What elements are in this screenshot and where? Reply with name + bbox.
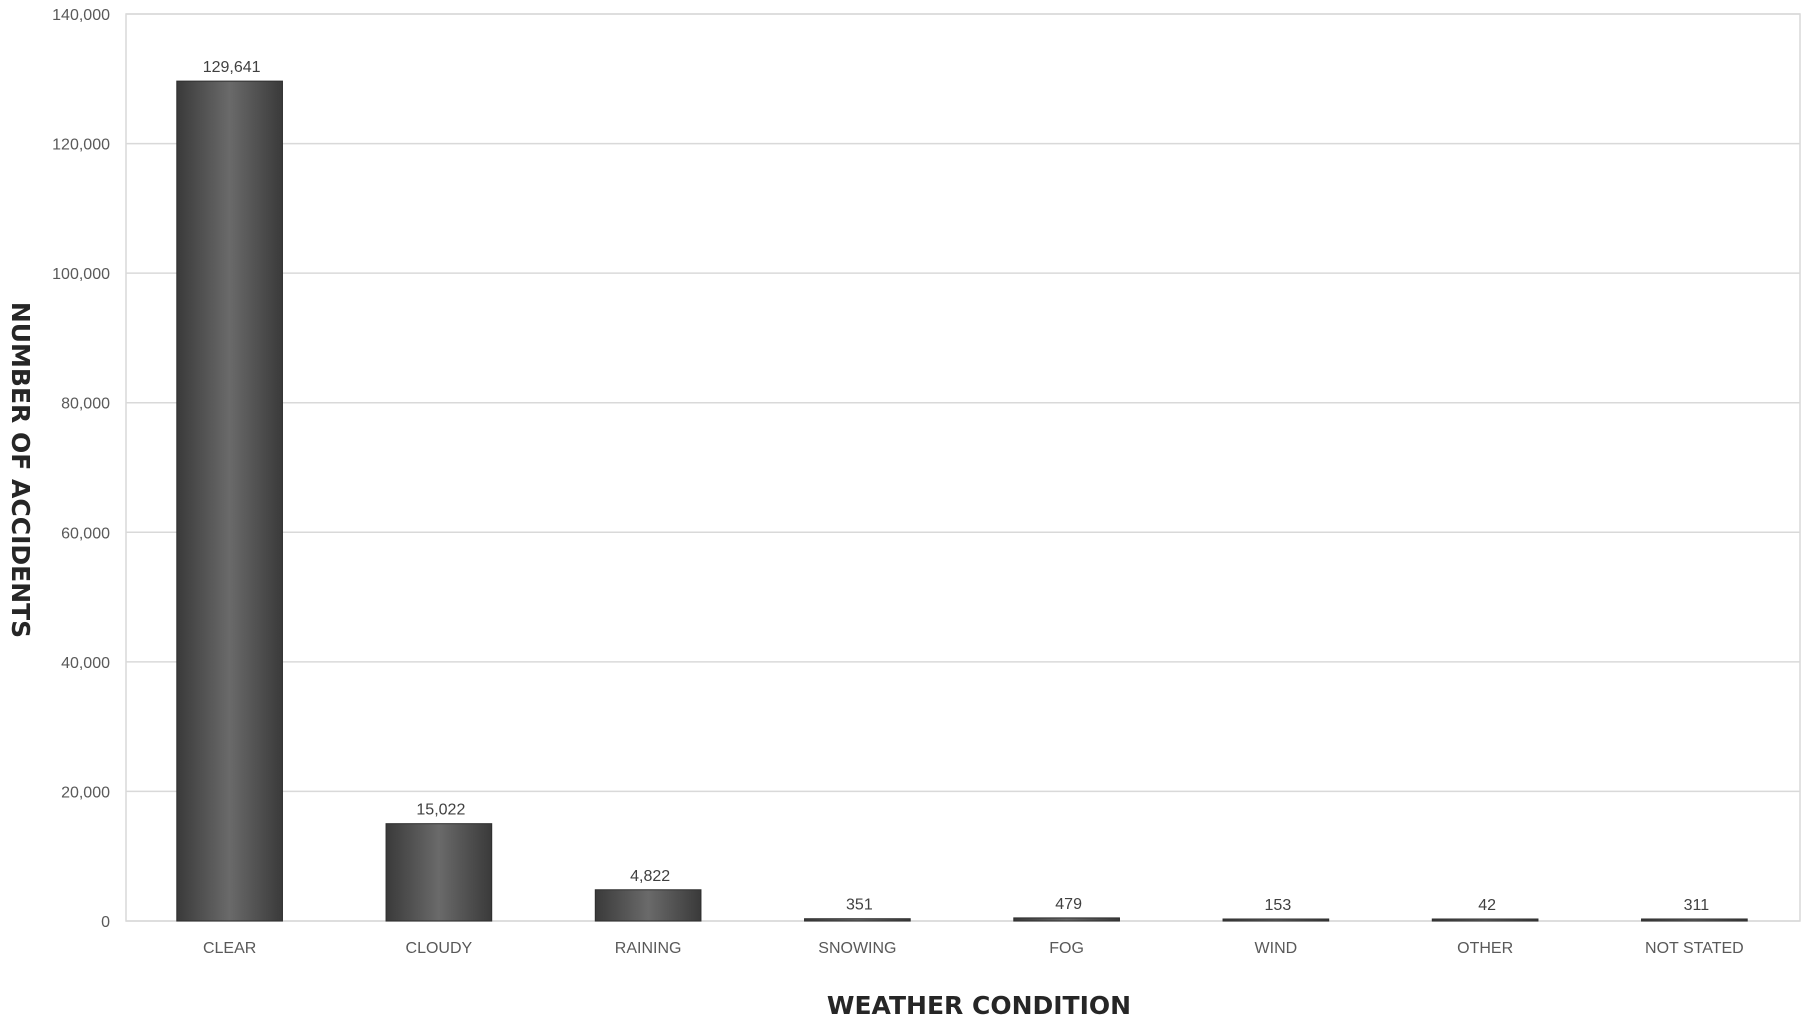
bar <box>1431 918 1539 922</box>
category-label: RAINING <box>615 940 682 957</box>
data-label: 311 <box>1684 897 1710 914</box>
data-label: 479 <box>1055 896 1082 913</box>
category-label: FOG <box>1049 940 1084 957</box>
category-label: NOT STATED <box>1645 940 1744 957</box>
y-tick-label: 100,000 <box>52 266 110 283</box>
bar <box>176 80 283 922</box>
category-label: CLOUDY <box>406 940 473 957</box>
category-labels: CLEAR CLOUDY RAINING SNOWING FOG WIND OTHER NOT… <box>203 940 1744 957</box>
y-tick-label: 40,000 <box>61 655 110 672</box>
bar <box>804 918 911 922</box>
bar <box>1013 917 1120 922</box>
data-label: 15,022 <box>416 802 465 819</box>
bar <box>1222 918 1330 922</box>
y-tick-label: 140,000 <box>52 7 110 24</box>
category-label: CLEAR <box>203 940 256 957</box>
x-axis-title: WEATHER CONDITION <box>827 991 1131 1020</box>
bar <box>385 823 493 922</box>
data-label: 42 <box>1478 897 1496 914</box>
y-tick-labels: 0 20,000 40,000 60,000 80,000 100,000 120,000 1… <box>52 7 110 931</box>
bars <box>176 80 1748 922</box>
data-label: 129,641 <box>203 59 261 76</box>
category-label: WIND <box>1255 940 1298 957</box>
data-label: 4,822 <box>630 868 670 885</box>
category-label: OTHER <box>1457 940 1513 957</box>
y-tick-label: 120,000 <box>52 137 110 154</box>
y-tick-label: 0 <box>101 914 110 931</box>
category-label: SNOWING <box>818 940 896 957</box>
y-tick-label: 60,000 <box>61 525 110 542</box>
gridlines <box>126 13 1800 922</box>
bar <box>1641 918 1748 922</box>
data-label: 351 <box>846 897 873 914</box>
y-axis-title: NUMBER OF ACCIDENTS <box>6 302 35 638</box>
y-tick-label: 80,000 <box>61 396 110 413</box>
data-labels: 129,641 15,022 4,822 351 479 153 42 311 <box>203 59 1710 914</box>
plot-area-frame <box>125 13 1801 922</box>
y-tick-label: 20,000 <box>61 784 110 801</box>
data-label: 153 <box>1265 897 1292 914</box>
bar <box>594 889 702 922</box>
